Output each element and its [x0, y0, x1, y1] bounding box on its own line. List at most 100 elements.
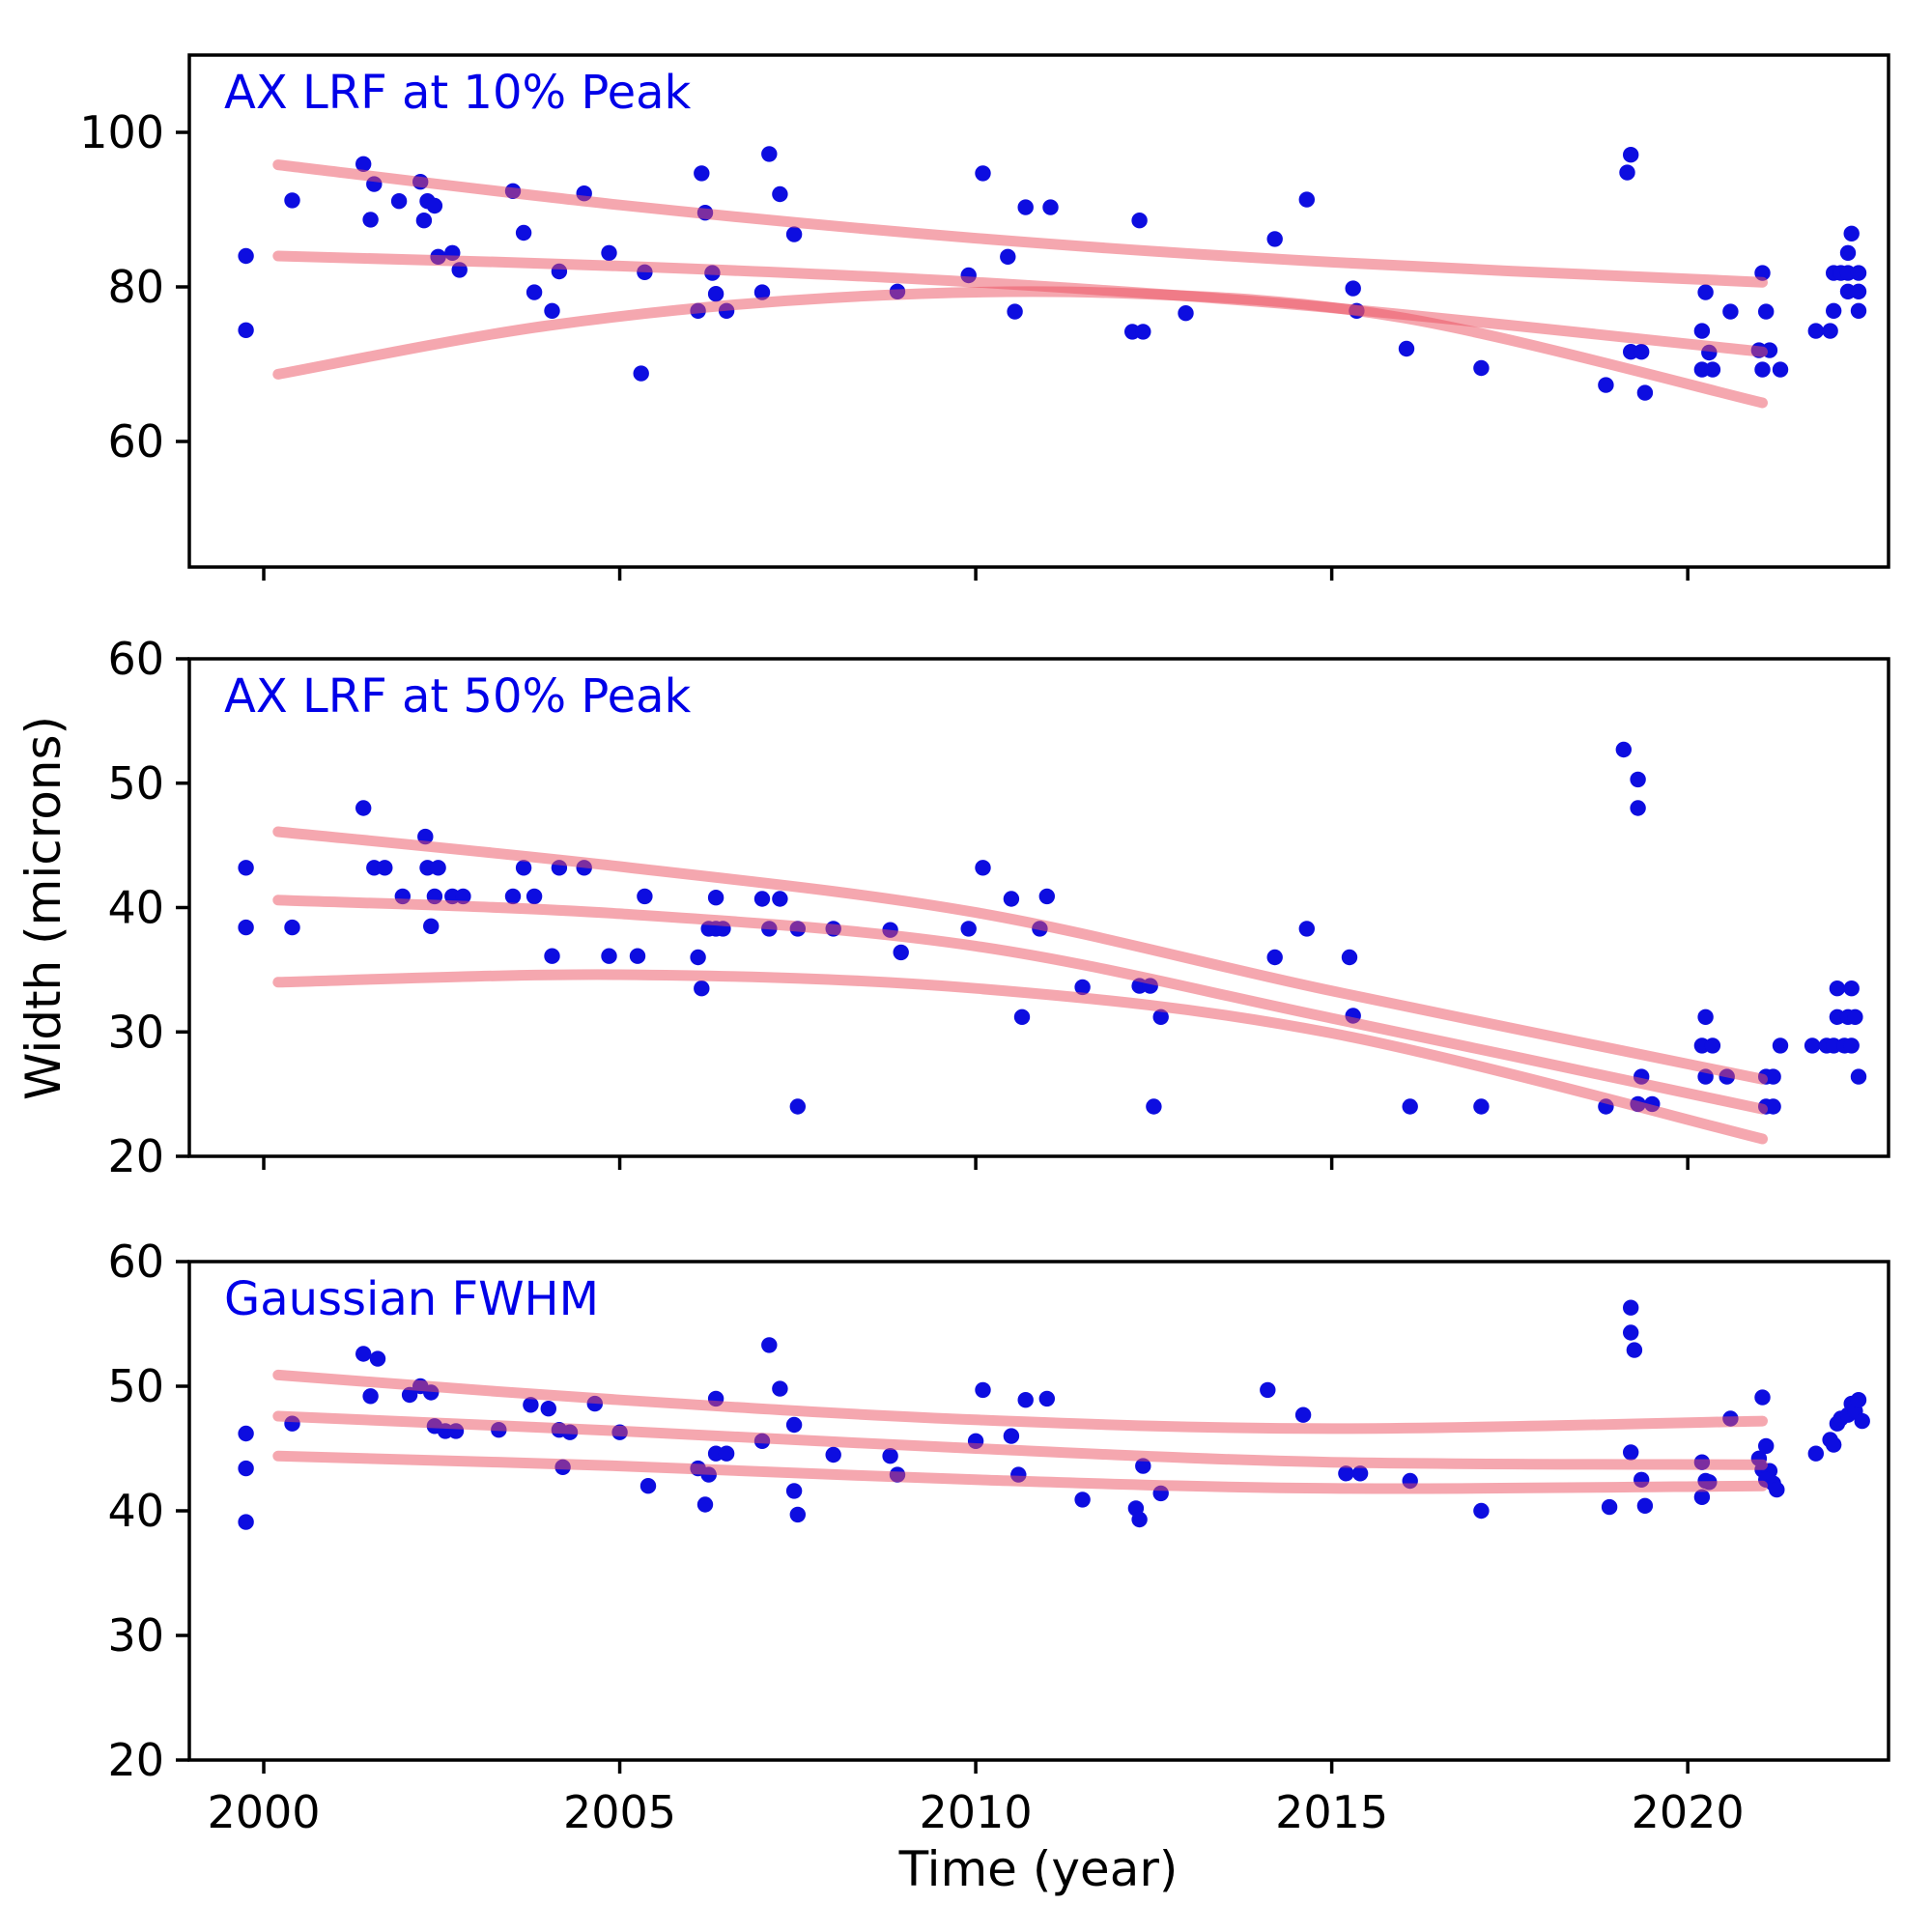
- data-point: [544, 948, 560, 964]
- panel-frame: [187, 53, 1890, 569]
- data-point: [1630, 800, 1646, 816]
- data-point: [1850, 265, 1867, 281]
- panel-3: 20 30 40 50 60 2000 2005 2010 2015 2020: [107, 1236, 1890, 1838]
- data-point: [1266, 949, 1283, 966]
- y-tick-label: 20: [107, 1130, 164, 1182]
- data-point: [1758, 1437, 1775, 1455]
- panel1-title: AX LRF at 10% Peak: [224, 66, 692, 120]
- data-point: [430, 860, 446, 876]
- data-point: [1619, 164, 1635, 181]
- data-point: [1758, 303, 1775, 320]
- y-tick-label: 30: [107, 1006, 164, 1058]
- data-point: [1722, 303, 1739, 320]
- data-point: [1623, 1444, 1639, 1461]
- data-point: [504, 888, 522, 905]
- data-point: [718, 1445, 735, 1462]
- trend-line: [272, 969, 1768, 1145]
- y-tick-label: 40: [107, 882, 164, 934]
- data-point: [1038, 888, 1056, 905]
- data-point: [707, 286, 724, 302]
- data-point: [515, 224, 532, 242]
- data-point: [355, 1346, 372, 1362]
- data-point: [633, 365, 649, 382]
- data-point: [601, 244, 617, 261]
- data-point: [1697, 284, 1714, 300]
- data-point: [1854, 1412, 1870, 1430]
- data-point: [544, 302, 560, 319]
- data-point: [1298, 921, 1316, 937]
- data-point: [637, 888, 653, 905]
- data-point: [1630, 771, 1646, 788]
- data-point: [1765, 1098, 1781, 1115]
- data-point: [975, 860, 991, 876]
- data-point: [785, 1416, 803, 1434]
- data-point: [1135, 1458, 1151, 1474]
- data-point: [785, 1483, 803, 1499]
- data-point: [1341, 949, 1358, 966]
- data-point: [455, 888, 471, 905]
- data-point: [1772, 1037, 1789, 1054]
- trend-line: [272, 250, 1768, 357]
- y-tick-label: 80: [107, 261, 164, 313]
- data-point: [639, 1478, 657, 1494]
- data-point: [1839, 244, 1857, 261]
- data-point: [369, 1350, 386, 1367]
- data-point: [523, 1397, 539, 1413]
- data-point: [772, 185, 788, 203]
- data-point: [238, 860, 254, 876]
- data-point: [1013, 1009, 1031, 1026]
- data-point: [1704, 361, 1721, 378]
- data-point: [690, 949, 706, 966]
- data-point: [882, 1448, 898, 1464]
- data-point: [1294, 1406, 1312, 1423]
- y-tick-label: 50: [107, 757, 164, 810]
- data-point: [426, 197, 443, 214]
- trend-line: [272, 826, 1768, 1085]
- data-point: [975, 165, 991, 182]
- data-point: [1623, 147, 1639, 163]
- data-point: [1135, 324, 1151, 340]
- data-point: [753, 891, 771, 907]
- data-point: [284, 192, 300, 209]
- data-point: [601, 948, 617, 964]
- data-point: [1697, 1009, 1714, 1026]
- data-point: [377, 860, 393, 876]
- data-point: [761, 1337, 778, 1353]
- data-point: [1807, 1445, 1825, 1462]
- data-point: [1074, 1492, 1091, 1508]
- data-point: [1351, 1465, 1369, 1482]
- data-point: [1042, 199, 1059, 215]
- data-point: [238, 322, 254, 338]
- data-point: [1765, 1068, 1781, 1085]
- data-point: [1003, 1428, 1020, 1444]
- data-point: [1473, 359, 1490, 377]
- data-point: [1017, 199, 1034, 215]
- x-tick-label: 2015: [1275, 1786, 1388, 1838]
- data-point: [1260, 1381, 1276, 1399]
- trend-line: [272, 159, 1768, 288]
- data-point: [401, 1386, 418, 1404]
- x-tick-label: 2020: [1632, 1786, 1745, 1838]
- data-point: [1298, 191, 1316, 208]
- data-point: [1074, 979, 1091, 996]
- data-point: [893, 944, 909, 961]
- data-point: [1804, 1037, 1821, 1054]
- data-point: [1769, 1481, 1785, 1498]
- data-point: [1615, 741, 1633, 758]
- data-point: [1826, 1436, 1842, 1453]
- data-point: [1623, 1299, 1639, 1316]
- panel2-title: AX LRF at 50% Peak: [224, 669, 692, 724]
- data-point: [1754, 1389, 1771, 1406]
- data-point: [1704, 1037, 1721, 1054]
- trend-line: [272, 895, 1768, 1115]
- trend-line: [272, 1450, 1768, 1494]
- data-point: [415, 213, 433, 229]
- data-point: [362, 212, 379, 228]
- data-point: [1636, 1497, 1654, 1515]
- data-point: [960, 921, 977, 937]
- data-point: [1850, 283, 1867, 299]
- data-point: [238, 1514, 254, 1530]
- y-tick-label: 60: [107, 415, 164, 468]
- data-point: [284, 919, 300, 936]
